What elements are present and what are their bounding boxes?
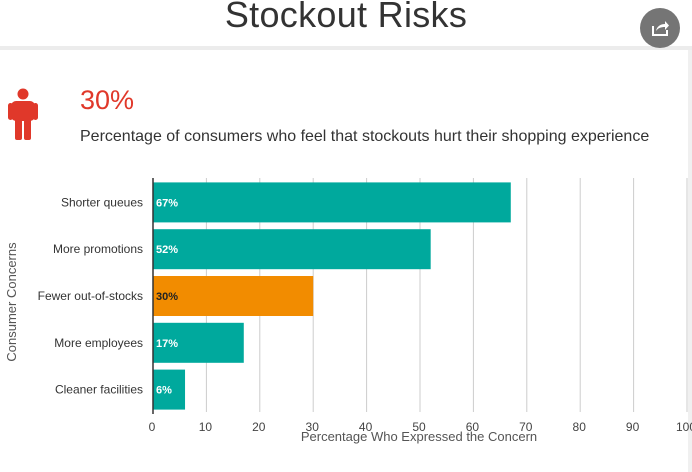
y-tick-label: More promotions (53, 242, 143, 256)
x-tick-label: 80 (573, 420, 587, 434)
y-axis-title: Consumer Concerns (4, 242, 19, 362)
data-label: 30% (156, 291, 178, 303)
x-tick-label: 90 (626, 420, 640, 434)
page-title: Stockout Risks (224, 0, 468, 35)
y-tick-label: Shorter queues (61, 195, 143, 209)
x-tick-label: 50 (412, 420, 426, 434)
right-border (688, 50, 692, 472)
bar (153, 182, 511, 223)
header-divider (0, 46, 692, 50)
y-tick-label: Cleaner facilities (55, 383, 143, 397)
data-label: 52% (156, 244, 178, 256)
x-tick-label: 60 (466, 420, 480, 434)
data-label: 17% (156, 338, 178, 350)
x-tick-label: 70 (519, 420, 533, 434)
bar (153, 229, 431, 270)
share-button[interactable] (640, 8, 680, 48)
x-tick-label: 0 (149, 420, 156, 434)
stat-value: 30% (80, 85, 135, 115)
bar (153, 276, 314, 316)
bar (153, 369, 186, 410)
data-label: 67% (156, 197, 178, 209)
x-tick-label: 20 (252, 420, 266, 434)
x-tick-label: 10 (199, 420, 213, 434)
x-tick-label: 100 (676, 420, 692, 434)
x-axis-title: Percentage Who Expressed the Concern (301, 429, 537, 444)
share-icon (652, 21, 669, 36)
x-tick-label: 40 (359, 420, 373, 434)
data-label: 6% (156, 385, 172, 397)
y-tick-label: Fewer out-of-stocks (38, 289, 143, 303)
bar-chart: 0 10 20 30 40 50 60 70 80 90 100 Shorter queues 67% M… (4, 178, 692, 444)
x-tick-label: 30 (306, 420, 320, 434)
bar (153, 322, 244, 363)
stat-description: Percentage of consumers who feel that st… (80, 128, 650, 145)
person-icon (8, 88, 38, 140)
y-tick-label: More employees (54, 336, 143, 350)
